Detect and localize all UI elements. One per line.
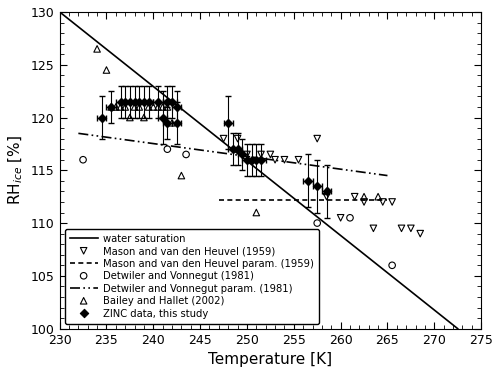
Bailey and Hallet (2002) bbox=[130, 104, 138, 110]
Bailey and Hallet (2002) bbox=[322, 188, 330, 194]
Detwiler and Vonnegut (1981) bbox=[79, 157, 87, 163]
ZINC data, this study bbox=[172, 104, 180, 110]
Mason and van den Heuvel (1959) bbox=[407, 226, 415, 232]
Mason and van den Heuvel (1959) bbox=[294, 157, 302, 163]
Mason and van den Heuvel (1959) bbox=[313, 136, 321, 142]
ZINC data, this study bbox=[238, 151, 246, 157]
Detwiler and Vonnegut param. (1981) bbox=[384, 173, 390, 178]
Bailey and Hallet (2002) bbox=[144, 104, 152, 110]
ZINC data, this study bbox=[98, 114, 106, 120]
Detwiler and Vonnegut (1981) bbox=[234, 241, 241, 247]
ZINC data, this study bbox=[304, 178, 312, 184]
X-axis label: Temperature [K]: Temperature [K] bbox=[208, 352, 332, 367]
ZINC data, this study bbox=[257, 157, 265, 163]
Bailey and Hallet (2002) bbox=[116, 104, 124, 110]
Mason and van den Heuvel (1959) bbox=[243, 151, 251, 157]
Bailey and Hallet (2002) bbox=[158, 104, 166, 110]
Legend: water saturation, Mason and van den Heuvel (1959), Mason and van den Heuvel para: water saturation, Mason and van den Heuv… bbox=[64, 229, 318, 324]
ZINC data, this study bbox=[234, 146, 241, 152]
Mason and van den Heuvel (1959) bbox=[360, 199, 368, 205]
Bailey and Hallet (2002) bbox=[374, 194, 382, 200]
ZINC data, this study bbox=[116, 99, 124, 105]
ZINC data, this study bbox=[107, 104, 115, 110]
ZINC data, this study bbox=[248, 157, 256, 163]
ZINC data, this study bbox=[313, 183, 321, 189]
ZINC data, this study bbox=[164, 120, 172, 126]
Mason and van den Heuvel (1959) bbox=[398, 226, 406, 232]
Mason and van den Heuvel (1959) bbox=[350, 194, 358, 200]
ZINC data, this study bbox=[172, 120, 180, 126]
ZINC data, this study bbox=[158, 114, 166, 120]
ZINC data, this study bbox=[229, 146, 237, 152]
Bailey and Hallet (2002) bbox=[178, 172, 186, 178]
Bailey and Hallet (2002) bbox=[360, 194, 368, 200]
Detwiler and Vonnegut (1981) bbox=[182, 151, 190, 157]
Detwiler and Vonnegut (1981) bbox=[346, 215, 354, 221]
ZINC data, this study bbox=[168, 99, 176, 105]
ZINC data, this study bbox=[243, 157, 251, 163]
Detwiler and Vonnegut param. (1981) bbox=[76, 131, 82, 136]
Detwiler and Vonnegut (1981) bbox=[313, 220, 321, 226]
Bailey and Hallet (2002) bbox=[121, 104, 129, 110]
Mason and van den Heuvel (1959) bbox=[280, 157, 288, 163]
Bailey and Hallet (2002) bbox=[164, 104, 172, 110]
Mason and van den Heuvel (1959) bbox=[322, 194, 330, 200]
Mason and van den Heuvel (1959) bbox=[220, 136, 228, 142]
ZINC data, this study bbox=[144, 99, 152, 105]
Mason and van den Heuvel (1959) bbox=[379, 199, 387, 205]
ZINC data, this study bbox=[130, 99, 138, 105]
ZINC data, this study bbox=[154, 99, 162, 105]
Mason and van den Heuvel (1959) bbox=[388, 199, 396, 205]
Bailey and Hallet (2002) bbox=[93, 46, 101, 52]
ZINC data, this study bbox=[121, 99, 129, 105]
ZINC data, this study bbox=[322, 188, 330, 194]
Mason and van den Heuvel (1959) bbox=[416, 231, 424, 237]
Bailey and Hallet (2002) bbox=[150, 104, 158, 110]
Bailey and Hallet (2002) bbox=[140, 114, 148, 120]
Mason and van den Heuvel (1959) bbox=[257, 151, 265, 157]
Bailey and Hallet (2002) bbox=[107, 104, 115, 110]
Y-axis label: RH$_{ice}$ [%]: RH$_{ice}$ [%] bbox=[7, 135, 26, 205]
Mason and van den Heuvel (1959) bbox=[234, 136, 241, 142]
Bailey and Hallet (2002) bbox=[135, 104, 143, 110]
Line: Detwiler and Vonnegut param. (1981): Detwiler and Vonnegut param. (1981) bbox=[78, 134, 388, 175]
ZINC data, this study bbox=[126, 99, 134, 105]
Bailey and Hallet (2002) bbox=[126, 114, 134, 120]
Mason and van den Heuvel (1959) bbox=[336, 215, 344, 221]
Bailey and Hallet (2002) bbox=[168, 120, 176, 126]
Mason and van den Heuvel param. (1959) bbox=[216, 197, 222, 202]
Mason and van den Heuvel param. (1959) bbox=[384, 197, 390, 202]
ZINC data, this study bbox=[135, 99, 143, 105]
Detwiler and Vonnegut (1981) bbox=[388, 262, 396, 268]
Bailey and Hallet (2002) bbox=[112, 104, 120, 110]
Detwiler and Vonnegut (1981) bbox=[266, 241, 274, 247]
ZINC data, this study bbox=[140, 99, 148, 105]
Detwiler and Vonnegut (1981) bbox=[164, 146, 172, 152]
Bailey and Hallet (2002) bbox=[154, 104, 162, 110]
ZINC data, this study bbox=[164, 99, 172, 105]
Bailey and Hallet (2002) bbox=[102, 67, 110, 73]
Mason and van den Heuvel (1959) bbox=[266, 151, 274, 157]
ZINC data, this study bbox=[252, 157, 260, 163]
Mason and van den Heuvel (1959) bbox=[370, 226, 378, 232]
Bailey and Hallet (2002) bbox=[252, 209, 260, 215]
Mason and van den Heuvel (1959) bbox=[271, 157, 279, 163]
ZINC data, this study bbox=[224, 120, 232, 126]
